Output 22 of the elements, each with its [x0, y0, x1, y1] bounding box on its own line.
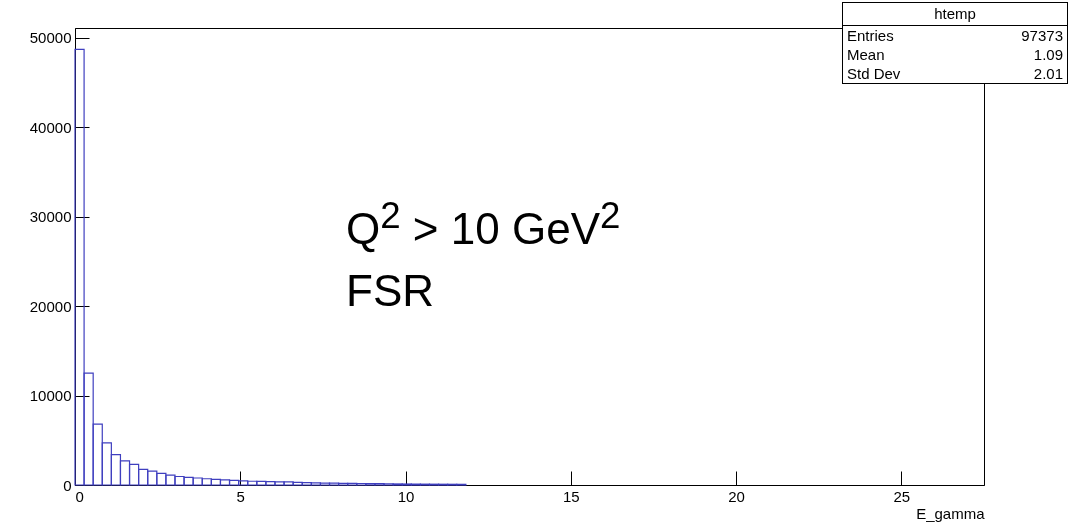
annotation: FSR	[346, 264, 435, 317]
text: 1.09	[1033, 45, 1063, 64]
annotation: Q$^{2}$ > 10 GeV$^{2}$	[346, 194, 621, 255]
y-tick-label: 50000	[29, 29, 72, 47]
annotation: Std Dev	[847, 64, 901, 83]
y-tick-label: 30000	[29, 208, 72, 226]
annotation: Mean	[847, 45, 885, 64]
y-tick-label: 20000	[29, 297, 72, 315]
x-tick-label: 0	[75, 487, 84, 505]
text: 97373	[1021, 26, 1063, 45]
x-tick-label: 25	[893, 487, 911, 505]
text: 2.01	[1033, 64, 1063, 83]
annotation: Entries	[847, 26, 894, 45]
x-tick-label: 10	[397, 487, 415, 505]
y-tick-label: 40000	[29, 118, 72, 136]
x-tick-label: 5	[236, 487, 245, 505]
x-tick-label: 15	[562, 487, 580, 505]
x-tick-label: 20	[728, 487, 745, 505]
y-tick-label: 0	[63, 476, 72, 494]
text: htemp	[843, 3, 1067, 26]
y-tick-label: 10000	[29, 387, 72, 405]
x-axis-title: E_gamma	[916, 504, 986, 522]
